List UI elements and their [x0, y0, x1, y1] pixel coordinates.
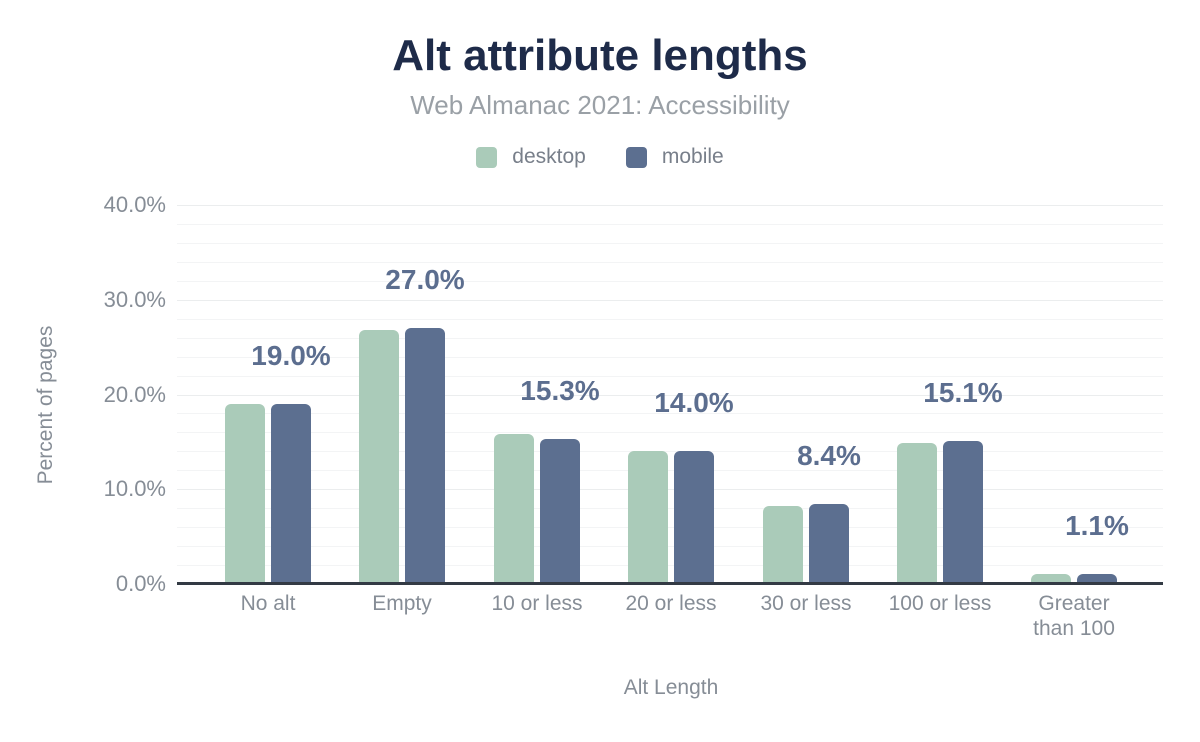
bar-mobile-greater-than-100	[1077, 574, 1117, 584]
legend: desktop mobile	[0, 145, 1200, 169]
value-label: 8.4%	[797, 440, 861, 471]
legend-item-mobile: mobile	[625, 145, 724, 169]
value-label: 1.1%	[1065, 510, 1129, 541]
gridline-26pct	[177, 338, 1163, 339]
legend-label-mobile: mobile	[661, 145, 724, 168]
y-tick-label: 30.0%	[103, 287, 166, 312]
gridline-32pct	[177, 281, 1163, 282]
gridline-28pct	[177, 319, 1163, 320]
chart-subtitle: Web Almanac 2021: Accessibility	[410, 90, 790, 120]
gridline-4pct	[177, 546, 1163, 547]
legend-label-desktop: desktop	[512, 145, 586, 168]
gridline-24pct	[177, 357, 1163, 358]
y-tick-label: 10.0%	[103, 476, 166, 501]
bar-desktop-100-or-less	[897, 443, 937, 584]
value-label: 14.0%	[654, 387, 734, 418]
gridline-38pct	[177, 224, 1163, 225]
bar-desktop-30-or-less	[763, 506, 803, 584]
bar-desktop-no-alt	[225, 404, 265, 584]
chart-title: Alt attribute lengths	[392, 31, 808, 80]
bar-mobile-empty	[405, 328, 445, 584]
gridline-12pct	[177, 470, 1163, 471]
x-category-label: 20 or less	[625, 592, 717, 615]
bar-mobile-10-or-less	[540, 439, 580, 584]
gridline-40pct	[177, 205, 1163, 206]
value-label: 15.3%	[520, 375, 600, 406]
x-category-label: 10 or less	[491, 592, 583, 615]
x-category-label: 30 or less	[760, 592, 852, 615]
bar-mobile-30-or-less	[809, 504, 849, 584]
gridline-20pct	[177, 395, 1163, 396]
mobile-color-swatch	[625, 146, 647, 168]
x-axis-line	[177, 582, 1163, 585]
gridline-36pct	[177, 243, 1163, 244]
y-tick-label: 0.0%	[115, 571, 166, 596]
x-axis-title: Alt Length	[623, 676, 719, 699]
gridline-6pct	[177, 527, 1163, 528]
desktop-color-swatch	[476, 146, 498, 168]
gridline-30pct	[177, 300, 1163, 301]
gridline-34pct	[177, 262, 1163, 263]
x-category-label: No alt	[240, 592, 296, 615]
gridline-10pct	[177, 489, 1163, 490]
x-category-label: Empty	[372, 592, 432, 615]
bar-desktop-empty	[359, 330, 399, 584]
bar-mobile-20-or-less	[674, 451, 714, 584]
gridline-16pct	[177, 432, 1163, 433]
gridline-2pct	[177, 565, 1163, 566]
bar-mobile-no-alt	[271, 404, 311, 584]
legend-item-desktop: desktop	[476, 145, 586, 169]
y-tick-label: 20.0%	[103, 382, 166, 407]
gridline-22pct	[177, 376, 1163, 377]
gridline-14pct	[177, 451, 1163, 452]
x-category-label: Greater than 100	[1033, 592, 1115, 640]
value-label: 27.0%	[385, 264, 465, 295]
gridline-8pct	[177, 508, 1163, 509]
bar-desktop-20-or-less	[628, 451, 668, 584]
bar-mobile-100-or-less	[943, 441, 983, 584]
gridline-18pct	[177, 413, 1163, 414]
bar-desktop-10-or-less	[494, 434, 534, 584]
bar-desktop-greater-than-100	[1031, 574, 1071, 584]
x-category-label: 100 or less	[888, 592, 992, 615]
value-label: 15.1%	[923, 377, 1003, 408]
y-tick-label: 40.0%	[103, 192, 166, 217]
value-label: 19.0%	[251, 340, 331, 371]
